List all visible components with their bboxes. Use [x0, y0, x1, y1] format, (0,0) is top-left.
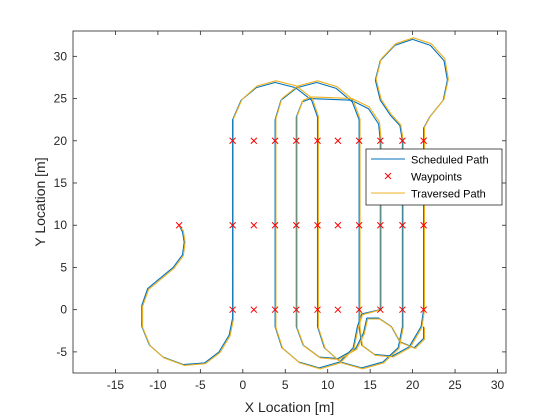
waypoint-marker	[355, 306, 363, 314]
x-tick-label: 5	[282, 378, 289, 392]
legend-label-scheduled-path: Scheduled Path	[411, 155, 489, 167]
x-axis-label: X Location [m]	[245, 399, 335, 415]
waypoint-marker	[420, 137, 427, 145]
axes-frame	[72, 30, 507, 374]
y-tick-label: 0	[60, 303, 67, 317]
y-tick-label: 15	[54, 176, 68, 190]
x-tick-label: 25	[448, 378, 462, 392]
waypoint-marker	[314, 221, 321, 229]
y-tick-label: 25	[54, 92, 68, 106]
x-tick-label: 20	[406, 378, 420, 392]
x-tick-label: -10	[149, 378, 167, 392]
x-tick-label: -15	[107, 378, 125, 392]
y-tick-label: 30	[54, 49, 68, 63]
x-tick-label: 30	[491, 378, 505, 392]
waypoint-marker	[376, 221, 384, 229]
series-line-scheduled-path	[141, 38, 448, 369]
waypoint-marker	[376, 306, 384, 314]
waypoint-marker	[292, 221, 300, 229]
waypoint-marker	[229, 306, 236, 314]
waypoint-marker	[399, 137, 406, 145]
waypoint-marker	[229, 221, 236, 229]
waypoint-marker	[334, 137, 342, 145]
legend: Scheduled Path Waypoints Traversed Path	[365, 148, 503, 206]
waypoint-marker	[175, 221, 183, 229]
waypoint-marker	[271, 221, 279, 229]
y-axis-label: Y Location [m]	[32, 157, 48, 246]
legend-label-traversed-path: Traversed Path	[411, 189, 486, 201]
y-tick-label: -5	[56, 345, 67, 359]
x-tick-label: 15	[363, 378, 377, 392]
waypoint-marker	[271, 306, 279, 314]
waypoint-marker	[271, 137, 279, 145]
y-tick-label: 20	[54, 134, 68, 148]
axis-ticks: -15 -10 -5 0 5 10 15 20 25 30 -5 0 5 10 15 20 25 30	[54, 31, 506, 392]
waypoint-marker	[314, 306, 321, 314]
waypoint-marker	[376, 137, 384, 145]
waypoint-marker	[292, 306, 300, 314]
legend-swatch-waypoints	[384, 172, 392, 180]
waypoint-marker	[292, 137, 300, 145]
waypoint-marker	[334, 306, 342, 314]
series-line-traversed-path	[142, 37, 449, 370]
waypoint-marker	[355, 137, 363, 145]
x-tick-label: -5	[195, 378, 206, 392]
waypoint-marker	[420, 221, 427, 229]
x-tick-label: 0	[239, 378, 246, 392]
plot-marks	[141, 37, 449, 370]
waypoint-marker	[355, 221, 363, 229]
waypoint-marker	[334, 221, 342, 229]
y-tick-label: 10	[54, 218, 68, 232]
waypoint-marker	[229, 137, 236, 145]
waypoint-marker	[250, 306, 258, 314]
waypoint-marker	[399, 306, 406, 314]
waypoint-marker	[314, 137, 321, 145]
legend-label-waypoints: Waypoints	[411, 172, 462, 184]
waypoint-marker	[250, 221, 258, 229]
y-tick-label: 5	[60, 260, 67, 274]
legend-x-marker	[384, 172, 392, 180]
waypoint-marker	[399, 221, 406, 229]
waypoint-marker	[420, 306, 427, 314]
waypoint-marker	[250, 137, 258, 145]
x-tick-label: 10	[321, 378, 335, 392]
